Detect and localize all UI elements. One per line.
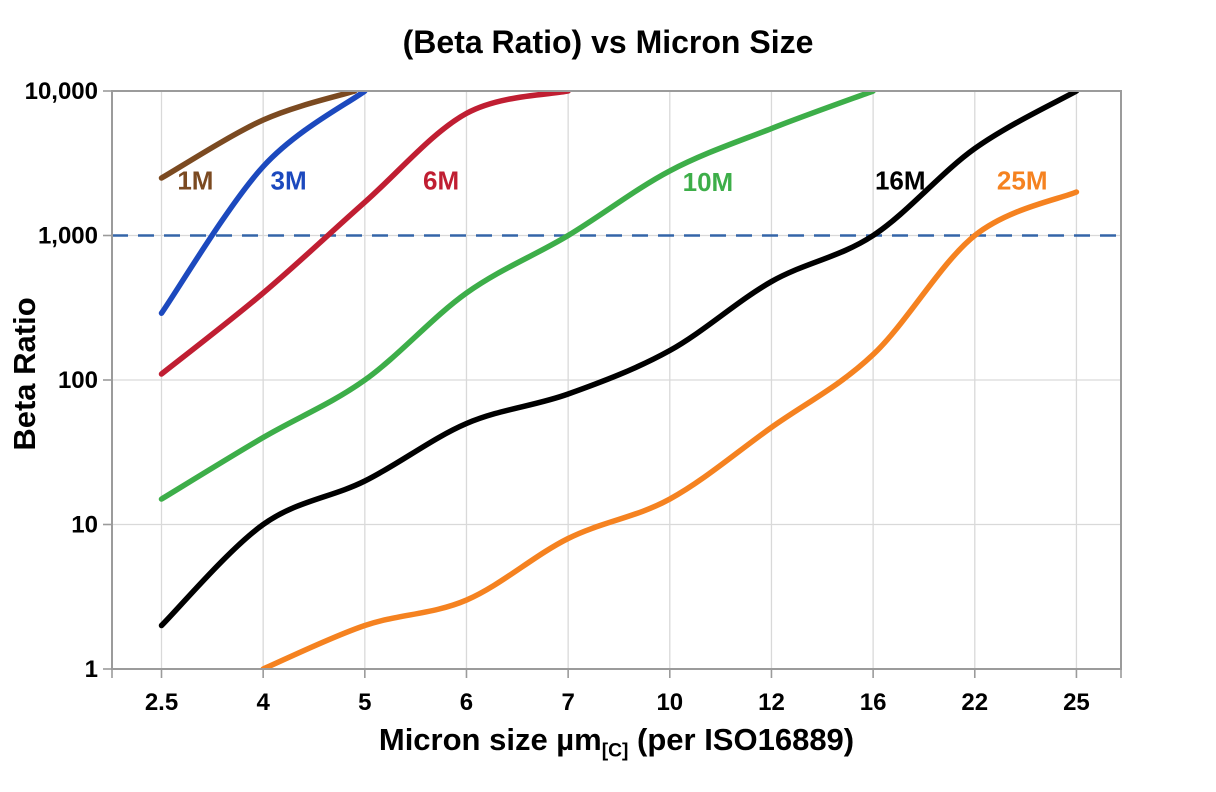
x-axis-title-suffix: (per ISO16889) (628, 722, 855, 757)
y-tick-label: 10,000 (25, 78, 98, 105)
series-label-6M: 6M (423, 166, 459, 196)
x-tick-label: 10 (656, 689, 683, 716)
x-tick-label: 7 (561, 689, 574, 716)
x-tick-label: 22 (961, 689, 988, 716)
y-tick-label: 1 (85, 656, 98, 683)
series-line-1M (158, 91, 358, 181)
series-line-3M (158, 91, 368, 316)
y-tick-label: 100 (58, 367, 98, 394)
series-label-25M: 25M (997, 166, 1048, 196)
series-line-6M (158, 91, 571, 377)
y-tick-label: 1,000 (38, 223, 98, 250)
y-tick-label: 10 (71, 512, 98, 539)
x-tick-label: 5 (358, 689, 371, 716)
x-axis-title: Micron size µm[C] (per ISO16889) (112, 722, 1121, 763)
x-tick-label: 6 (460, 689, 473, 716)
x-axis-title-subscript: [C] (601, 740, 629, 762)
series-label-3M: 3M (271, 166, 307, 196)
x-tick-label: 12 (758, 689, 785, 716)
x-axis-title-text: Micron size µm (378, 722, 602, 757)
series-line-16M (158, 91, 1080, 629)
series-label-10M: 10M (683, 167, 734, 197)
x-tick-label: 16 (860, 689, 887, 716)
x-tick-label: 2.5 (145, 689, 178, 716)
x-tick-label: 25 (1063, 689, 1090, 716)
series-line-25M (260, 189, 1080, 669)
x-tick-label: 4 (256, 689, 270, 716)
series-label-16M: 16M (875, 166, 926, 196)
series-label-1M: 1M (177, 166, 213, 196)
chart-title: (Beta Ratio) vs Micron Size (402, 24, 814, 60)
series-line-10M (158, 91, 876, 502)
